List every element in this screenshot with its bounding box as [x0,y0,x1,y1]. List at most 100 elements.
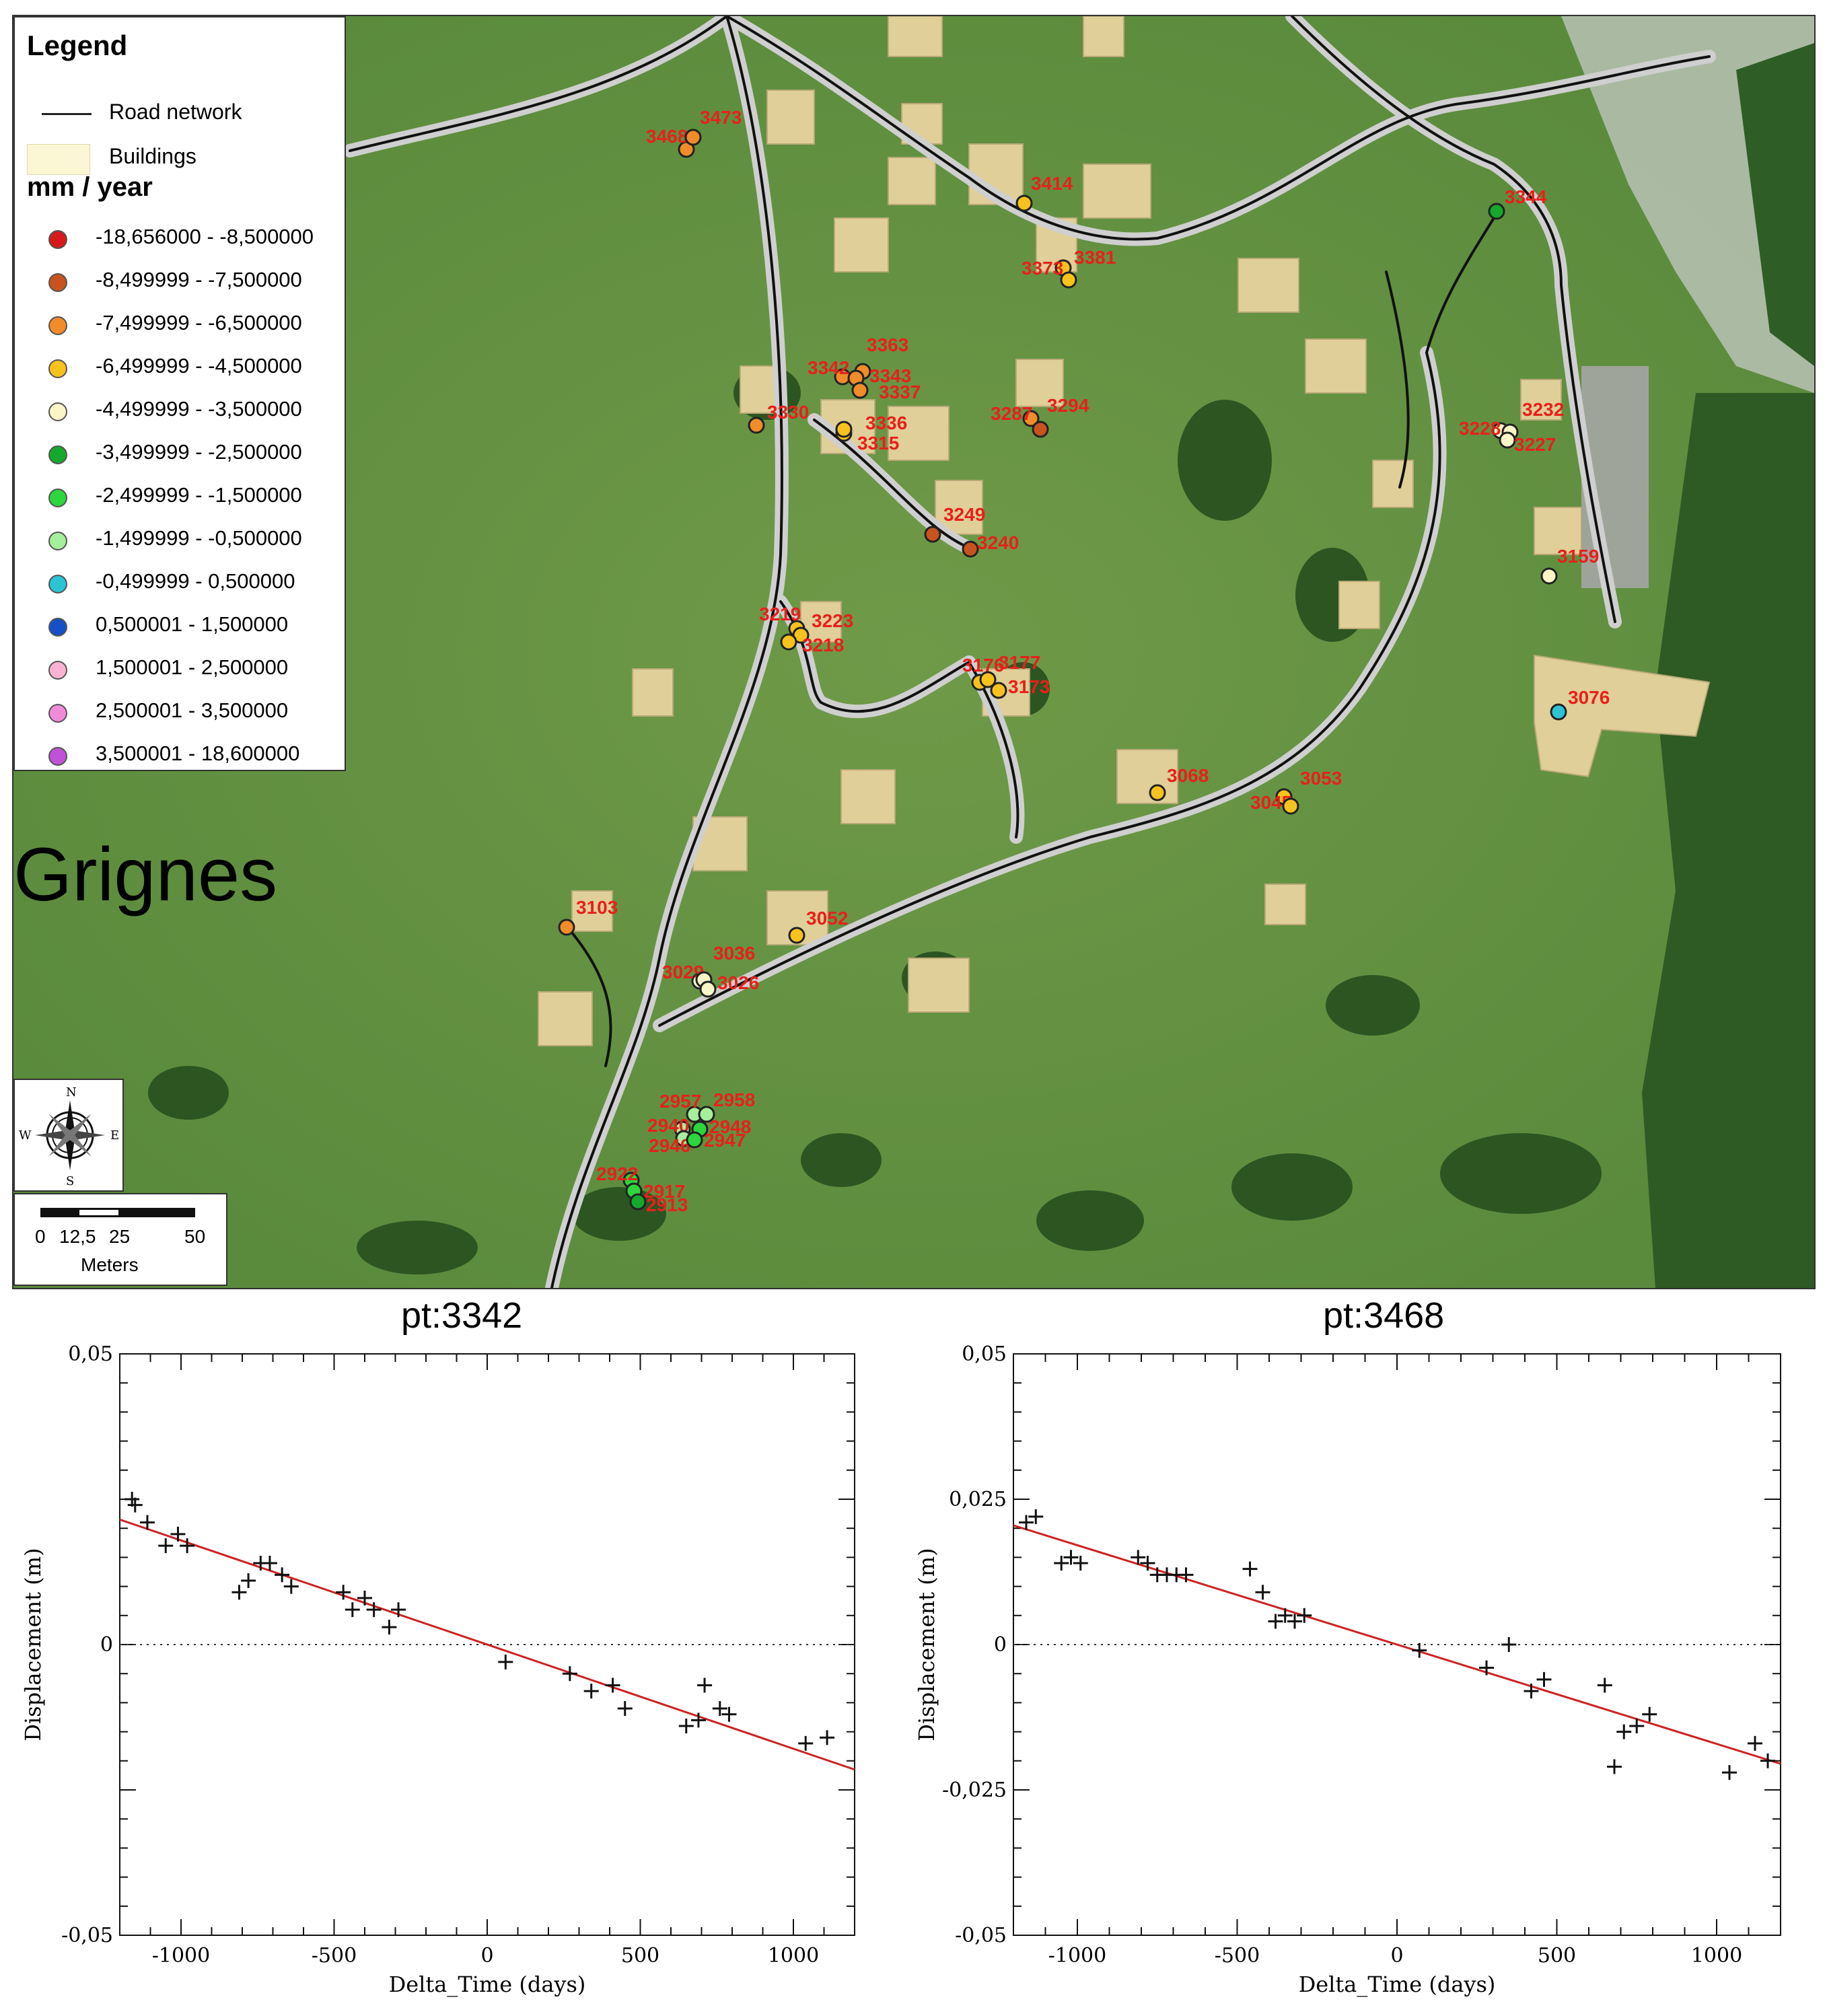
legend-class-row: -4,499999 - -3,500000 [15,392,345,435]
compass-s: S [66,1174,74,1188]
ps-point-label: 3344 [1505,186,1547,207]
compass-rose-icon: N S W E [19,1085,119,1188]
ps-point-label: 3103 [576,897,618,918]
x-axis-label: Delta_Time (days) [1299,1972,1496,1997]
data-point [562,1666,577,1682]
road-symbol [42,113,92,115]
legend-title: Legend [27,30,128,61]
legend-class-swatch [48,661,67,680]
data-point [690,1713,706,1728]
ps-point-label: 3337 [879,382,921,402]
ps-point-label: 3381 [1074,247,1116,268]
data-point [1140,1556,1155,1571]
legend-class-row: -7,499999 - -6,500000 [15,305,345,349]
data-point [366,1602,382,1618]
data-point [605,1678,620,1693]
ps-point-marker [1540,567,1558,585]
data-point [1642,1706,1657,1722]
legend-class-row: -2,499999 - -1,500000 [15,478,345,521]
trend-line [119,1518,855,1771]
ps-point-label: 3287 [991,403,1032,424]
buildings [538,16,1711,1046]
ps-point-marker [780,633,797,651]
ps-point-label: 3414 [1031,173,1073,194]
ps-point-label: 2913 [646,1194,688,1215]
x-tick-label: -1000 [152,1944,210,1968]
ps-point-marker [1149,784,1166,801]
legend-class-row: -8,499999 - -7,500000 [15,262,345,305]
ps-point-marker [1550,703,1567,721]
data-point [1597,1678,1612,1693]
data-point [498,1654,513,1669]
legend-class-swatch [48,316,67,335]
data-point [1063,1550,1079,1565]
y-axis-label: Displacement (m) [20,1548,46,1741]
legend-class-label: -4,499999 - -3,500000 [96,397,302,421]
ps-point-label: 3473 [700,107,742,128]
data-point [345,1602,360,1618]
legend-class-row: 3,500001 - 18,600000 [15,736,345,779]
place-label: Grignes [13,832,278,916]
data-point [712,1701,727,1717]
data-point [1268,1614,1283,1629]
ps-point-marker [851,382,869,399]
data-point [820,1730,835,1745]
legend-class-label: 0,500001 - 1,500000 [96,612,289,636]
ps-point-label: 3053 [1300,768,1342,789]
y-tick-label: -0,025 [942,1778,1007,1802]
ps-point-marker [979,671,997,688]
ps-point-marker [1488,203,1505,220]
legend-class-swatch [48,575,67,593]
data-point [678,1718,694,1733]
ps-point-label: 3330 [767,402,809,423]
data-point [357,1590,372,1606]
ps-point-label: 3218 [802,635,844,655]
legend-class-row: -1,499999 - -0,500000 [15,521,345,564]
legend-class-label: -7,499999 - -6,500000 [96,311,302,334]
legend-class-swatch [48,747,67,766]
legend-class-swatch [48,230,67,249]
legend-road-row: Road network [15,93,345,133]
data-point [336,1585,351,1600]
legend-building-row: Buildings [15,137,345,178]
data-point [1019,1515,1034,1530]
ps-point-label: 3315 [857,433,899,454]
ps-point-label: 2922 [596,1163,638,1184]
ps-point-label: 3227 [1514,434,1556,455]
data-point [1255,1585,1270,1600]
legend-road-label: Road network [109,100,242,124]
ps-point-marker [962,540,979,558]
data-point [1536,1671,1552,1687]
ps-point-label: 3173 [1008,676,1050,697]
legend-class-row: -3,499999 - -2,500000 [15,435,345,478]
legend-class-row: 2,500001 - 3,500000 [15,693,345,736]
data-point [1178,1567,1194,1583]
data-point [1479,1660,1494,1676]
legend-class-row: -0,499999 - 0,500000 [15,564,345,607]
y-tick-label: -0,05 [955,1924,1007,1947]
ps-point-marker [699,980,717,998]
data-point [127,1497,143,1513]
data-point [1131,1550,1146,1565]
legend-building-label: Buildings [109,144,196,168]
data-point [721,1706,737,1722]
trend-line [1013,1524,1781,1765]
ps-point-label: 3249 [943,504,985,525]
orthophoto-map: 3468 3473 3414 3344 3373 3381 3363 3342 3343 3337… [12,15,1816,1289]
data-point [617,1701,633,1717]
legend-class-label: 1,500001 - 2,500000 [96,655,289,679]
ps-point-label: 3294 [1047,395,1089,416]
ps-point-marker [748,417,765,434]
ps-point-label: 3176 [962,655,1004,676]
data-point [1524,1684,1539,1699]
ps-point-label: 3068 [1167,765,1209,786]
ps-point-label: 3363 [867,334,908,355]
map-canvas: 3468 3473 3414 3344 3373 3381 3363 3342 33433337… [13,16,1814,1288]
data-point [1616,1724,1632,1739]
legend-class-swatch [48,273,67,292]
ps-points: 3468 3473 3414 3344 3373 3381 3363 3342 33433337… [558,107,1610,1215]
x-tick-label: 0 [480,1944,493,1968]
data-point [391,1602,406,1618]
data-point [1629,1718,1645,1733]
ps-point-marker [990,682,1007,699]
